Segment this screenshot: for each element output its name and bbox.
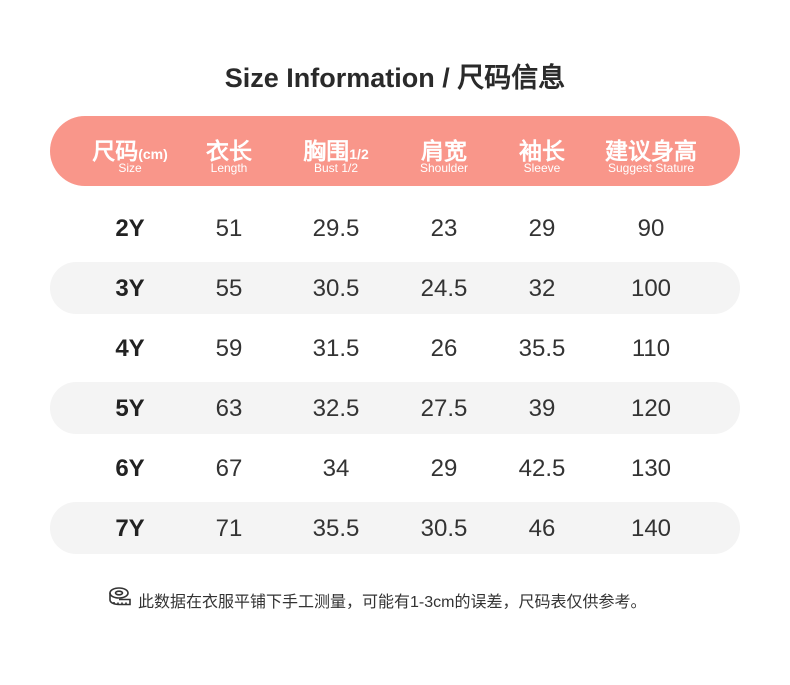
value-cell: 30.5 [420,515,468,542]
measurement-note: 此数据在衣服平铺下手工测量，可能有1-3cm的误差，尺码表仅供参考。 [108,586,646,613]
column-title-cn: 尺码(cm) [92,138,168,164]
value-cell: 39 [528,395,556,422]
value-cell: 23 [430,215,458,242]
size-cell: 5Y [115,395,145,422]
page-title: Size Information / 尺码信息 [224,63,566,93]
header-column: 建议身高 Suggest Stature [581,116,721,186]
value-cell: 100 [630,275,672,302]
header-column: 尺码(cm) Size [60,116,200,186]
header-column: 袖长 Sleeve [472,116,612,186]
value-cell: 51 [215,215,243,242]
column-title-en: Bust 1/2 [313,161,359,175]
column-title-cn: 胸围1/2 [303,138,369,164]
value-cell: 29 [430,455,458,482]
value-cell: 26 [430,335,458,362]
value-cell: 24.5 [420,275,468,302]
value-cell: 120 [630,395,672,422]
table-row: 4Y 59 31.5 26 35.5 110 [50,322,740,374]
value-cell: 42.5 [518,455,566,482]
column-title-en: Size [118,161,142,175]
size-cell: 2Y [115,215,145,242]
column-title-cn: 袖长 [519,138,565,164]
value-cell: 71 [215,515,243,542]
column-title-cn: 衣长 [206,138,252,164]
value-cell: 63 [215,395,243,422]
header-column: 胸围1/2 Bust 1/2 [266,116,406,186]
value-cell: 29 [528,215,556,242]
value-cell: 32.5 [312,395,360,422]
header-column: 肩宽 Shoulder [374,116,514,186]
value-cell: 35.5 [312,515,360,542]
column-title-en: Suggest Stature [607,161,695,175]
size-cell: 7Y [115,515,145,542]
column-title-en: Length [210,161,248,175]
value-cell: 31.5 [312,335,360,362]
table-header: 尺码(cm) Size 衣长 Length 胸围1/2 Bust 1/2 肩宽 Shoulde… [50,116,740,186]
value-cell: 110 [631,335,671,362]
value-cell: 34 [322,455,350,482]
column-title-cn: 肩宽 [421,138,467,164]
value-cell: 55 [215,275,243,302]
header-column: 衣长 Length [159,116,299,186]
value-cell: 29.5 [312,215,360,242]
size-cell: 6Y [115,455,145,482]
table-row: 7Y 71 35.5 30.5 46 140 [50,502,740,554]
value-cell: 32 [528,275,556,302]
value-cell: 30.5 [312,275,360,302]
column-title-en: Shoulder [419,161,469,175]
value-cell: 90 [637,215,665,242]
table-row: 5Y 63 32.5 27.5 39 120 [50,382,740,434]
value-cell: 130 [630,455,672,482]
tape-measure-icon [108,586,132,613]
value-cell: 140 [630,515,672,542]
size-cell: 3Y [115,275,145,302]
table-row: 2Y 51 29.5 23 29 90 [50,202,740,254]
note-text: 此数据在衣服平铺下手工测量，可能有1-3cm的误差，尺码表仅供参考。 [138,593,647,611]
value-cell: 35.5 [518,335,566,362]
value-cell: 27.5 [420,395,468,422]
value-cell: 67 [215,455,243,482]
value-cell: 46 [528,515,556,542]
table-row: 3Y 55 30.5 24.5 32 100 [50,262,740,314]
column-title-en: Sleeve [523,161,561,175]
value-cell: 59 [215,335,243,362]
table-row: 6Y 67 34 29 42.5 130 [50,442,740,494]
column-title-cn: 建议身高 [605,138,697,164]
size-cell: 4Y [115,335,145,362]
